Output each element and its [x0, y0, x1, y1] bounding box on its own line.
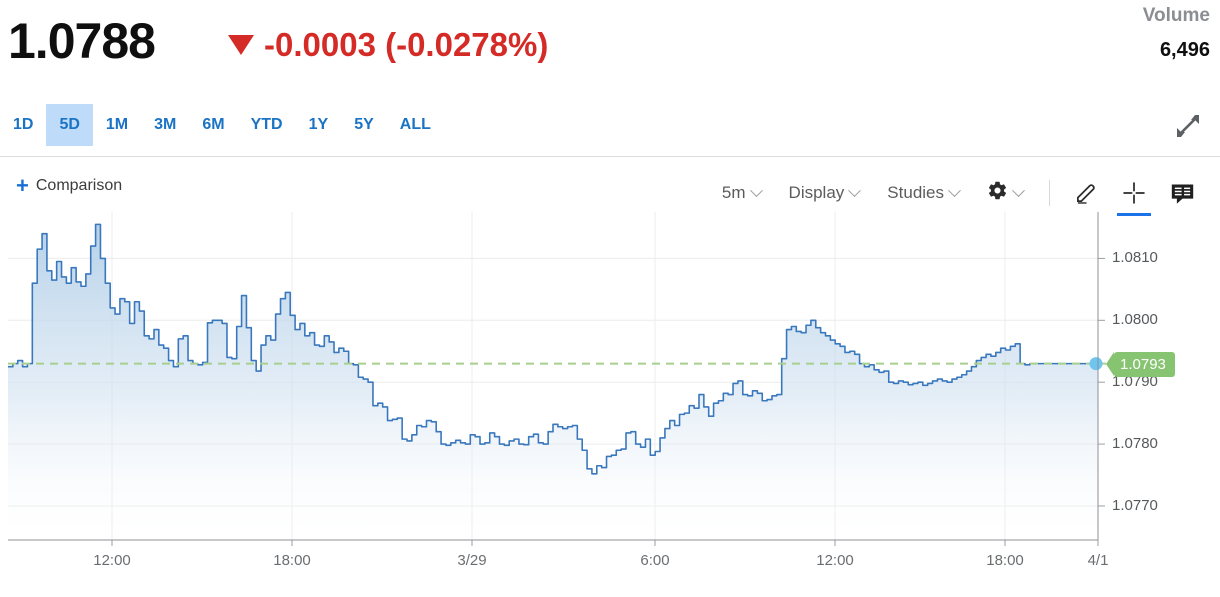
volume-block: Volume 6,496	[1143, 5, 1210, 62]
x-axis-label: 4/1	[1087, 552, 1109, 569]
range-tab-1y[interactable]: 1Y	[308, 116, 329, 133]
x-axis-label: 18:00	[986, 552, 1024, 569]
header-divider	[0, 156, 1220, 157]
range-tab-1m[interactable]: 1M	[105, 116, 129, 133]
volume-value: 6,496	[1159, 39, 1210, 61]
y-axis-label: 1.0810	[1112, 249, 1158, 267]
x-axis-ticks	[111, 540, 1099, 546]
range-tab-1d[interactable]: 1D	[13, 116, 34, 133]
settings-dropdown[interactable]	[973, 176, 1037, 210]
studies-dropdown[interactable]: Studies	[873, 176, 973, 210]
studies-label: Studies	[887, 183, 944, 202]
x-axis-label: 18:00	[273, 552, 311, 569]
x-axis-label: 12:00	[93, 552, 131, 569]
range-tab-ytd[interactable]: YTD	[250, 116, 283, 133]
range-tab-5y[interactable]: 5Y	[354, 116, 374, 133]
chart-toolbar: + Comparison 5m Display Studies	[0, 168, 1220, 216]
range-selector: 1D 5D 1M 3M 6M YTD 1Y 5Y ALL	[0, 104, 1220, 150]
chevron-down-icon	[848, 183, 862, 197]
y-axis-label: 1.0780	[1112, 435, 1158, 453]
price-chart[interactable]: 1.0810 1.0800 1.0790 1.0780 1.0770 12:00 18:0…	[0, 212, 1220, 597]
chevron-down-icon	[948, 183, 961, 197]
x-axis-label: 6:00	[640, 552, 670, 569]
chevron-down-icon	[749, 183, 763, 197]
price-change: -0.0003 (-0.0278%)	[264, 26, 549, 63]
current-price: 1.0788	[8, 13, 156, 69]
add-comparison-button[interactable]: + Comparison	[16, 173, 123, 198]
pencil-icon[interactable]	[1062, 174, 1110, 212]
display-label: Display	[788, 183, 845, 202]
gear-icon	[987, 180, 1008, 206]
last-price-badge: 1.0793	[1106, 351, 1175, 377]
volume-label: Volume	[1142, 5, 1210, 26]
range-tab-3m[interactable]: 3M	[154, 116, 177, 133]
news-list-icon[interactable]	[1158, 174, 1206, 212]
quote-header: 1.0788 -0.0003 (-0.0278%) Volume 6,496	[0, 0, 1220, 96]
y-axis-label: 1.0800	[1112, 311, 1158, 329]
toolbar-right-group: 5m Display Studies	[708, 174, 1206, 216]
range-tab-list: 1D 5D 1M 3M 6M YTD 1Y 5Y ALL	[0, 104, 1220, 146]
last-price-marker	[1089, 357, 1103, 371]
range-tab-6m[interactable]: 6M	[202, 116, 225, 133]
toolbar-divider	[1049, 180, 1050, 206]
display-dropdown[interactable]: Display	[775, 176, 874, 210]
range-tab-all[interactable]: ALL	[399, 116, 431, 133]
y-axis-label: 1.0770	[1112, 496, 1158, 514]
y-axis-ticks	[1098, 257, 1105, 507]
chart-canvas	[8, 212, 1106, 546]
price-change-group: -0.0003 (-0.0278%)	[228, 26, 548, 64]
interval-dropdown[interactable]: 5m	[708, 176, 775, 210]
interval-label: 5m	[721, 183, 746, 202]
x-axis-label: 3/29	[457, 552, 487, 569]
triangle-down-icon	[228, 35, 254, 55]
expand-arrows-icon[interactable]	[1170, 108, 1206, 144]
x-axis-label: 12:00	[816, 552, 854, 569]
comparison-label: Comparison	[35, 177, 123, 194]
range-tab-5d[interactable]: 5D	[46, 104, 93, 146]
crosshair-icon[interactable]	[1110, 174, 1158, 216]
plus-icon: +	[16, 173, 29, 198]
y-axis-label: 1.0790	[1112, 373, 1158, 391]
chart-line	[8, 223, 1098, 475]
chevron-down-icon	[1012, 183, 1025, 197]
